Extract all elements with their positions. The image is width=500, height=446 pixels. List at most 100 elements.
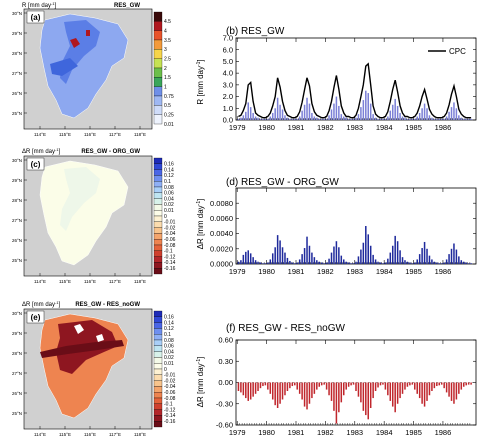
- bar: [279, 382, 281, 404]
- bar: [406, 382, 409, 387]
- bar: [325, 382, 328, 390]
- bar: [396, 241, 399, 264]
- bar: [274, 108, 276, 120]
- chart-f: (f) RES_GW - RES_noGW ΔR [mm day-1] 0.60…: [196, 323, 477, 437]
- bar: [394, 235, 396, 264]
- colorbar-tick-label: 1: [164, 84, 167, 90]
- lon-tick-label: 114°E: [34, 432, 46, 437]
- colorbar-tick-label: 0.01: [164, 122, 174, 128]
- bar: [333, 103, 335, 120]
- y-tick-label: 0.0060: [210, 214, 233, 223]
- x-tick-label: 1979: [229, 428, 246, 437]
- map-e-unit-label: ΔR [mm day-1]: [22, 300, 61, 308]
- y-tick-label: 5.0: [223, 57, 233, 66]
- bar: [365, 90, 367, 120]
- bar: [443, 262, 445, 264]
- bar: [276, 382, 279, 408]
- chart-b-legend-label: CPC: [449, 47, 466, 56]
- bar: [431, 382, 433, 391]
- bar: [247, 382, 250, 401]
- bar: [247, 250, 250, 264]
- x-tick-label: 1980: [258, 267, 275, 276]
- y-tick-label: 6.0: [223, 45, 233, 54]
- bar: [249, 107, 252, 120]
- bar: [347, 262, 350, 264]
- bar: [362, 242, 365, 264]
- bar: [470, 382, 472, 385]
- bar: [267, 382, 269, 390]
- colorbar-tick-label: 3.5: [164, 38, 171, 44]
- y-tick-label: 0.0040: [210, 229, 233, 238]
- map-e-no-change-cells: [74, 324, 104, 342]
- bar: [347, 118, 350, 120]
- colorbar-tick-label: 0: [164, 214, 167, 220]
- y-tick-label: 2.0: [223, 92, 233, 101]
- bar: [450, 248, 453, 264]
- bar: [401, 116, 404, 120]
- bar: [389, 252, 392, 264]
- bar: [423, 103, 426, 120]
- bar: [284, 382, 286, 396]
- bar: [242, 254, 245, 264]
- y-tick-label: 0.0: [223, 116, 233, 125]
- bar: [455, 108, 458, 120]
- colorbar-tick-label: -0.08: [164, 243, 176, 249]
- x-tick-label: 1981: [288, 428, 305, 437]
- bar: [298, 259, 301, 264]
- colorbar-swatch: [153, 105, 163, 115]
- bar: [445, 382, 448, 393]
- bar: [296, 382, 298, 390]
- bar: [320, 118, 323, 120]
- bar: [313, 116, 316, 120]
- bar: [458, 256, 460, 264]
- colorbar-tick-label: -0.1: [164, 249, 173, 255]
- bar: [379, 262, 382, 264]
- colorbar-tick-label: 0.02: [164, 202, 174, 208]
- colorbar-tick-label: -0.01: [164, 373, 176, 379]
- bar: [389, 382, 392, 401]
- bar: [462, 261, 465, 264]
- lon-tick-label: 117°E: [109, 132, 121, 137]
- bar: [443, 382, 445, 389]
- bar: [347, 382, 350, 387]
- colorbar-swatch: [153, 233, 163, 240]
- bar: [404, 382, 406, 390]
- bar: [360, 249, 362, 264]
- colorbar-tick-label: 0.02: [164, 355, 174, 361]
- colorbar-swatch: [153, 58, 163, 69]
- bar: [298, 116, 301, 120]
- bar: [291, 382, 294, 387]
- colorbar-tick-label: 0.04: [164, 349, 174, 355]
- colorbar-tick-label: 0.25: [164, 112, 174, 118]
- bar: [242, 382, 245, 396]
- colorbar-tick-label: -0.06: [164, 237, 176, 243]
- x-tick-label: 1985: [405, 428, 422, 437]
- bar: [365, 226, 367, 264]
- lat-tick-label: 27°N: [12, 71, 22, 76]
- lon-tick-label: 115°E: [59, 279, 71, 284]
- map-a-axes: 30°N 29°N 28°N 27°N 26°N 25°N 114°E 115°E 116°E 1…: [12, 11, 146, 137]
- bar: [284, 252, 286, 264]
- colorbar-tick-label: 1.5: [164, 75, 171, 81]
- colorbar-swatch: [153, 181, 163, 188]
- chart-d-ylabel: ΔR [mm day-1]: [196, 199, 205, 250]
- colorbar-swatch: [153, 86, 163, 97]
- colorbar-swatch: [153, 186, 163, 193]
- bar: [279, 104, 281, 120]
- x-tick-label: 1986: [435, 428, 452, 437]
- bar: [259, 262, 262, 264]
- chart-b-plot: 0.0 1.0 2.0 3.0 4.0 5.0 6.0 7.0 1979 1980 1981 1982…: [223, 34, 477, 132]
- bar: [316, 117, 318, 120]
- map-a-panel-label: (a): [31, 13, 41, 22]
- colorbar-swatch: [153, 374, 163, 381]
- chart-b-ylabel: R [mm day-1]: [196, 59, 205, 104]
- colorbar-swatch: [153, 403, 163, 410]
- bar: [325, 262, 328, 264]
- bar: [414, 262, 416, 264]
- bar: [306, 236, 308, 264]
- map-a-channel: [50, 58, 78, 76]
- colorbar-tick-label: -0.16: [164, 419, 176, 425]
- x-tick-label: 1981: [288, 267, 305, 276]
- lon-tick-label: 115°E: [59, 432, 71, 437]
- lon-tick-label: 117°E: [109, 279, 121, 284]
